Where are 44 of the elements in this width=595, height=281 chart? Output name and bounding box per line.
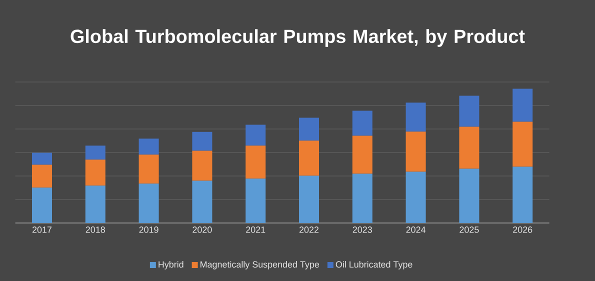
bar (459, 126, 480, 169)
bar (32, 188, 52, 223)
x-tick-label: 2025 (460, 226, 479, 233)
bar (299, 140, 319, 176)
bar (192, 132, 212, 151)
bar (246, 146, 266, 179)
bar (459, 96, 480, 127)
bar (192, 150, 212, 181)
legend-label: Oil Lubricated Type (336, 261, 412, 270)
x-tick-label: 2020 (192, 226, 212, 233)
bar (512, 166, 533, 223)
bar (138, 154, 159, 184)
bar (85, 160, 106, 186)
bar (32, 164, 52, 188)
x-tick-label: 2023 (352, 226, 372, 233)
bar (246, 178, 266, 223)
x-tick-label: 2018 (86, 226, 105, 233)
bar (138, 138, 159, 155)
bar (85, 186, 106, 223)
legend-label: Magnetically Suspended Type (200, 261, 320, 270)
bar (512, 88, 533, 122)
x-tick-label: 2022 (299, 226, 319, 233)
bar (352, 174, 372, 223)
bar (138, 184, 159, 223)
x-tick-label: 2019 (139, 226, 158, 233)
chart-title: Global Turbomolecular Pumps Market, by Product (70, 29, 525, 47)
x-tick-label: 2024 (406, 226, 426, 233)
bar (246, 124, 266, 146)
x-tick-label: 2021 (246, 226, 266, 233)
bar (459, 168, 480, 223)
bar (406, 132, 426, 172)
bar (299, 118, 319, 141)
bar (406, 172, 426, 223)
bar (299, 176, 319, 223)
bar (192, 180, 212, 223)
bar (512, 122, 533, 167)
x-tick-label: 2017 (32, 226, 52, 233)
bar (352, 136, 372, 174)
bar (406, 102, 426, 132)
x-tick-label: 2026 (513, 226, 532, 233)
legend-label: Hybrid (158, 261, 184, 270)
bar (32, 152, 52, 165)
bar (85, 146, 106, 160)
bar (352, 110, 372, 136)
